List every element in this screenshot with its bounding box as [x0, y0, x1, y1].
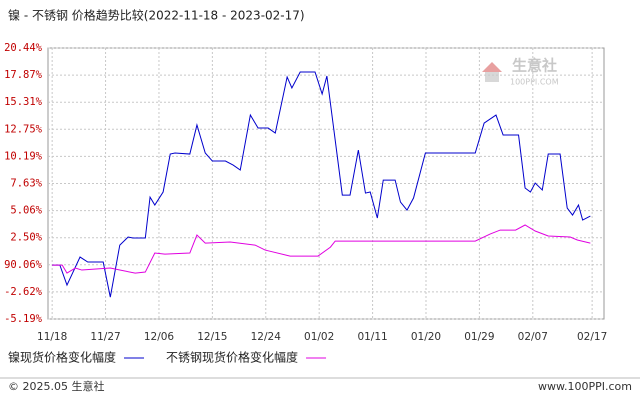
- y-tick-label: 2.50%: [10, 232, 42, 244]
- x-tick-label: 12/24: [251, 331, 282, 343]
- x-tick-label: 02/17: [577, 331, 607, 343]
- x-tick-label: 01/11: [357, 331, 387, 343]
- y-tick-label: 15.31%: [4, 96, 43, 108]
- x-tick-label: 02/07: [518, 331, 548, 343]
- y-tick-label: 17.87%: [4, 69, 43, 81]
- x-tick-label: 11/27: [90, 331, 120, 343]
- footer-left: © 2025.05 生意社: [8, 379, 104, 393]
- series-line: [52, 224, 591, 274]
- watermark-sub: 100PPI.COM: [510, 78, 559, 87]
- watermark: 生意社: [512, 57, 557, 75]
- x-tick-label: 12/15: [197, 331, 227, 343]
- chart-title: 镍 - 不锈钢 价格趋势比较(2022-11-18 - 2023-02-17): [8, 8, 305, 23]
- x-tick-label: 01/02: [304, 331, 334, 343]
- y-tick-label: 90.06%: [4, 259, 43, 271]
- y-tick-label: 5.06%: [10, 205, 42, 217]
- footer-right: www.100PPI.com: [538, 380, 632, 393]
- x-tick-label: 11/18: [37, 331, 67, 343]
- series-line: [52, 71, 591, 298]
- y-tick-label: -5.19%: [4, 313, 43, 325]
- x-tick-label: 01/20: [411, 331, 441, 343]
- legend-label: 不锈钢现货价格变化幅度: [166, 350, 298, 365]
- x-tick-label: 12/06: [144, 331, 175, 343]
- y-tick-label: -2.62%: [4, 286, 43, 298]
- y-tick-label: 20.44%: [4, 42, 43, 54]
- y-tick-label: 7.63%: [10, 177, 42, 189]
- y-tick-label: 12.75%: [4, 123, 43, 135]
- x-tick-label: 01/29: [464, 331, 494, 343]
- y-tick-label: 10.19%: [4, 150, 43, 162]
- legend-label: 镍现货价格变化幅度: [8, 350, 116, 365]
- watermark-logo: 生意社 100PPI.COM: [482, 57, 559, 87]
